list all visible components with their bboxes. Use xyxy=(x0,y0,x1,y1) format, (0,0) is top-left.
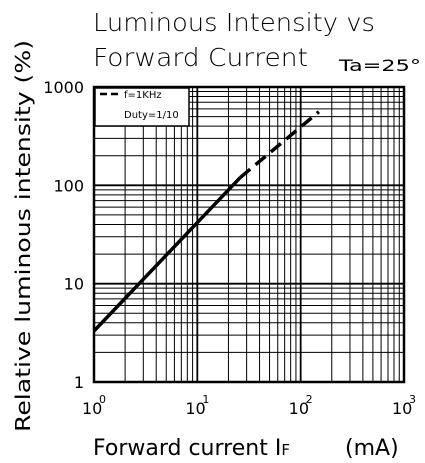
series-line-dashed xyxy=(239,110,320,179)
x-axis-label-unit: (mA) xyxy=(345,436,399,461)
x-tick-label-exponent: 0 xyxy=(99,393,106,406)
x-tick-label-base: 10 xyxy=(289,399,309,418)
y-tick-label: 1 xyxy=(74,373,84,392)
y-tick-label: 1000 xyxy=(43,78,84,97)
legend-box xyxy=(94,87,190,127)
series-layer xyxy=(92,110,320,333)
grid-major-lines xyxy=(94,87,404,382)
grid-minor-lines xyxy=(94,87,404,382)
series-line-solid xyxy=(92,176,242,333)
legend-entry-frequency: f=1KHz xyxy=(124,90,162,101)
x-axis-label-subscript: F xyxy=(281,441,290,459)
temperature-condition: Ta=25° xyxy=(338,56,421,75)
x-axis-label: Forward current IF (mA) xyxy=(93,436,399,461)
plot-area-border xyxy=(92,85,406,384)
y-axis-label: Relative luminous intensity (%) xyxy=(11,40,35,432)
x-tick-label-base: 10 xyxy=(185,399,205,418)
chart-title-line2: Forward Current xyxy=(93,43,308,72)
chart-title-line1: Luminous Intensity vs xyxy=(93,8,375,37)
x-tick-label-base: 10 xyxy=(82,399,102,418)
legend: f=1KHz Duty=1/10 xyxy=(94,87,190,127)
x-axis-label-text: Forward current I xyxy=(93,436,281,461)
x-tick-label-exponent: 3 xyxy=(409,393,416,406)
x-tick-label-exponent: 1 xyxy=(202,393,209,406)
x-tick-label-exponent: 2 xyxy=(306,393,313,406)
svg-text:Forward current IF: Forward current IF xyxy=(93,436,290,461)
legend-entry-duty: Duty=1/10 xyxy=(124,110,179,121)
y-tick-label: 10 xyxy=(64,275,84,294)
x-tick-label-base: 10 xyxy=(392,399,412,418)
y-tick-label: 100 xyxy=(53,176,84,195)
